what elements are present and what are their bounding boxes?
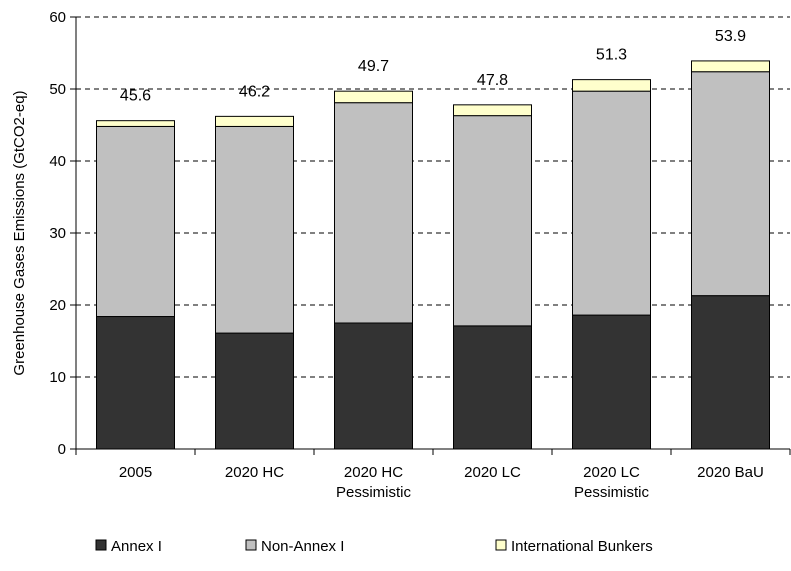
bar-total-label: 53.9: [715, 28, 746, 45]
gridlines: [76, 16, 790, 378]
bars: [96, 60, 770, 450]
bar-segment: [215, 332, 294, 450]
legend-swatch: [95, 539, 107, 551]
bar-segment: [453, 115, 532, 327]
legend-label: Non-Annex I: [261, 538, 344, 555]
x-tick-label: 2020 LC: [464, 464, 521, 481]
legend-swatch: [245, 539, 257, 551]
y-axis-title: Greenhouse Gases Emissions (GtCO2-eq): [11, 90, 28, 375]
bar-segment: [215, 125, 294, 334]
legend-label: International Bunkers: [511, 538, 653, 555]
bar-segment: [572, 79, 651, 92]
legend: Annex I Non-Annex I International Bunkers: [95, 538, 653, 555]
bar-segment: [572, 314, 651, 450]
bar-segment: [453, 325, 532, 450]
y-tick-label: 40: [49, 153, 66, 170]
bar-total-label: 51.3: [596, 47, 627, 64]
bar-total-label: 46.2: [239, 83, 270, 100]
x-tick-label: Pessimistic: [574, 484, 650, 501]
x-tick-label: Pessimistic: [336, 484, 412, 501]
bar-segment: [691, 71, 770, 297]
y-tick-label: 60: [49, 9, 66, 26]
bar-segment: [691, 60, 770, 73]
y-tick-label: 10: [49, 369, 66, 386]
bar-segment: [215, 115, 294, 127]
bar-total-label: 47.8: [477, 72, 508, 89]
bar-segment: [96, 316, 175, 450]
y-tick-label: 0: [58, 441, 66, 458]
x-tick-label: 2020 BaU: [697, 464, 764, 481]
bar-segment: [334, 322, 413, 450]
bar-segment: [572, 90, 651, 316]
legend-label: Annex I: [111, 538, 162, 555]
x-tick-label: 2020 HC: [225, 464, 284, 481]
bar-total-label: 49.7: [358, 58, 389, 75]
y-tick-label: 50: [49, 81, 66, 98]
x-tick-label: 2020 LC: [583, 464, 640, 481]
bar-segment: [691, 295, 770, 450]
axes: [70, 16, 791, 455]
bar-total-label: 45.6: [120, 88, 151, 105]
x-tick-label: 2020 HC: [344, 464, 403, 481]
labels: 0 10 20 30 40 50 60 45.6 2005 46.2 2020 HC 49.7 2020…: [49, 9, 764, 501]
y-tick-label: 30: [49, 225, 66, 242]
bar-segment: [453, 104, 532, 117]
bar-segment: [334, 90, 413, 104]
bar-segment: [334, 102, 413, 324]
legend-swatch: [495, 539, 507, 551]
y-tick-label: 20: [49, 297, 66, 314]
x-tick-label: 2005: [119, 464, 152, 481]
bar-segment: [96, 125, 175, 318]
bar-segment: [96, 120, 175, 127]
